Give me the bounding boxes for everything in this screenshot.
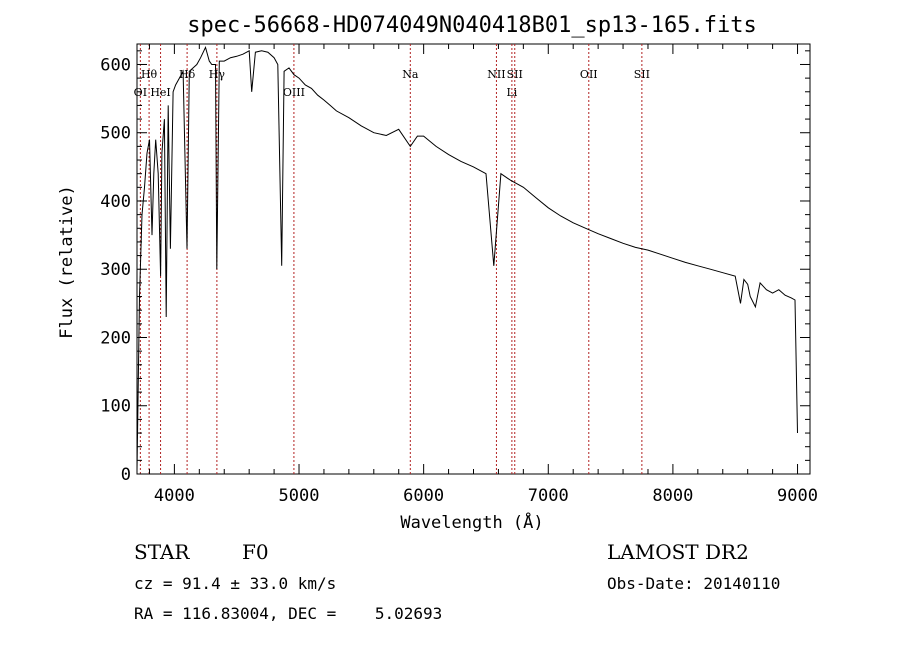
spectrum-line (136, 45, 798, 471)
object-class: STAR (134, 540, 190, 564)
chart-title: spec-56668-HD074049N040418B01_sp13-165.f… (187, 13, 757, 38)
line-marker-label: OIII (283, 86, 305, 99)
y-tick-label: 600 (100, 55, 131, 75)
line-marker-label: OI (134, 86, 147, 99)
plot-frame (136, 43, 811, 475)
line-marker-label: Hθ (141, 68, 158, 81)
y-tick-label: 0 (121, 465, 131, 485)
y-axis-label: Flux (relative) (57, 185, 77, 339)
coordinates: RA = 116.83004, DEC = 5.02693 (134, 604, 443, 623)
line-marker-label: Na (402, 68, 419, 81)
x-axis-label: Wavelength (Å) (400, 511, 543, 533)
x-tick-label: 4000 (154, 486, 195, 506)
obs-date: Obs-Date: 20140110 (607, 574, 781, 593)
axis-ticks: 4000 5000 6000 7000 8000 9000 0 100 200 300 400 500… (100, 44, 818, 506)
y-tick-label: 200 (100, 328, 131, 348)
x-tick-label: 7000 (528, 486, 569, 506)
y-tick-label: 500 (100, 124, 131, 144)
y-tick-label: 100 (100, 397, 131, 417)
y-tick-label: 300 (100, 260, 131, 280)
x-tick-label: 5000 (279, 486, 320, 506)
x-tick-label: 9000 (777, 486, 818, 506)
line-marker-label: OII (580, 68, 598, 81)
line-marker-label: NII (487, 68, 505, 81)
y-tick-label: 400 (100, 192, 131, 212)
line-marker-label: Li (506, 86, 517, 99)
line-marker-label: HeI (150, 86, 170, 99)
x-tick-label: 8000 (652, 486, 693, 506)
line-marker-label: SII (507, 68, 523, 81)
line-marker-label: SII (634, 68, 650, 81)
plot-border (136, 43, 811, 475)
line-marker-label: Hγ (209, 68, 226, 81)
spectral-subclass: F0 (242, 540, 269, 564)
cz-value: cz = 91.4 ± 33.0 km/s (134, 574, 337, 593)
survey-name: LAMOST DR2 (607, 540, 749, 564)
x-tick-label: 6000 (403, 486, 444, 506)
